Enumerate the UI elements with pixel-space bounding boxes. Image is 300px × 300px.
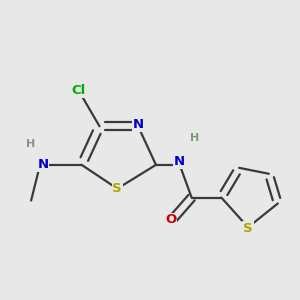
Text: O: O [165, 213, 176, 226]
Text: N: N [133, 118, 144, 131]
Text: S: S [243, 222, 253, 235]
Text: H: H [26, 139, 36, 149]
Text: Cl: Cl [71, 84, 86, 97]
Text: S: S [112, 182, 122, 195]
Text: H: H [190, 133, 199, 143]
Text: N: N [38, 158, 49, 171]
Text: N: N [174, 155, 185, 168]
